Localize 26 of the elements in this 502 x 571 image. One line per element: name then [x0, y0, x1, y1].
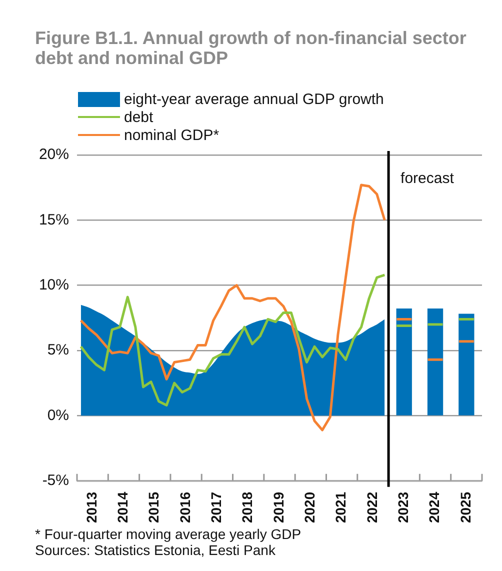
x-tick-label: 2025 [457, 492, 474, 524]
x-tick-label: 2022 [364, 492, 380, 524]
legend-label: debt [124, 108, 154, 126]
x-tick-label: 2023 [394, 492, 411, 524]
y-tick-label: 20% [38, 146, 69, 164]
x-tick-label: 2020 [302, 492, 318, 524]
x-tick-label: 2024 [426, 492, 442, 524]
y-tick-label: -5% [42, 472, 69, 489]
x-tick-label: 2016 [176, 492, 193, 524]
y-tick-label: 10% [38, 276, 69, 294]
x-tick-label: 2013 [83, 492, 100, 524]
x-tick-label: 2018 [239, 492, 256, 524]
x-tick-label: 2014 [114, 492, 131, 524]
x-tick-label: 2017 [208, 492, 224, 524]
chart-title: Figure B1.1. Annual growth of non-financial sector debt and nominal GDP [35, 28, 468, 68]
x-tick-label: 2021 [332, 492, 349, 524]
ref-line-label: forecast [400, 170, 455, 188]
x-tick-label: 2015 [146, 492, 162, 524]
x-tick-label: 2019 [270, 492, 286, 524]
legend-label: eight-year average annual GDP growth [124, 90, 384, 108]
y-tick-label: 15% [38, 211, 69, 228]
y-tick-label: 5% [47, 342, 69, 359]
text: * Four-quarter moving average yearly GDP [35, 526, 302, 542]
legend-label: nominal GDP* [124, 126, 220, 144]
source-note: Sources: Statistics Estonia, Eesti Pank [35, 542, 276, 558]
y-tick-label: 0% [47, 406, 69, 424]
